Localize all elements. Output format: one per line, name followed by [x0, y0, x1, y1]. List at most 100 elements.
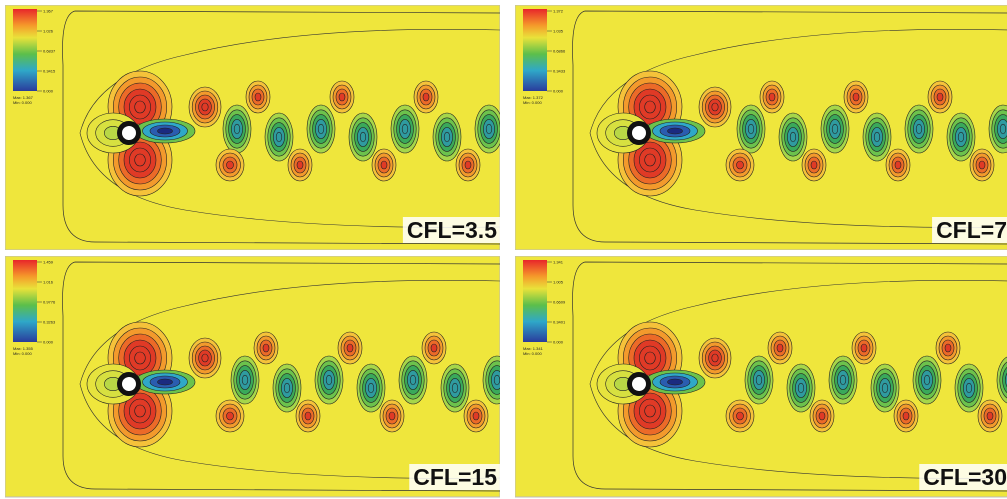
- legend-label: 0.9776: [43, 300, 56, 305]
- contour: [668, 128, 683, 134]
- contour: [242, 375, 248, 385]
- legend-bar: [13, 260, 37, 342]
- contour: [444, 132, 450, 142]
- contour: [486, 124, 492, 134]
- legend-bar: [13, 9, 37, 91]
- contour: [937, 93, 943, 101]
- contour: [263, 344, 269, 352]
- cylinder: [122, 377, 136, 391]
- contour: [668, 379, 683, 385]
- contour: [737, 412, 744, 420]
- contour: [135, 101, 146, 113]
- contour: [903, 412, 909, 420]
- contour: [276, 132, 282, 142]
- cylinder: [632, 377, 646, 391]
- contour: [402, 124, 408, 134]
- cylinder: [632, 126, 646, 140]
- contour: [465, 161, 471, 169]
- legend-bar: [523, 260, 547, 342]
- legend-label: 0.3433: [553, 69, 566, 74]
- contour: [645, 154, 656, 166]
- legend-label: 1.341: [553, 260, 564, 265]
- legend-label: 0.000: [43, 89, 54, 94]
- legend-label: 0.000: [43, 340, 54, 345]
- contour: [360, 132, 366, 142]
- contour: [227, 412, 234, 420]
- contour: [135, 352, 146, 364]
- contour: [756, 375, 762, 385]
- contour: [339, 93, 345, 101]
- contour: [882, 383, 888, 393]
- contour: [297, 161, 303, 169]
- legend-label: 0.3263: [43, 320, 56, 325]
- legend-label: 0.000: [553, 89, 564, 94]
- legend-label: 1.035: [553, 29, 564, 34]
- contour: [769, 93, 775, 101]
- legend-min: Min: 0.000: [13, 100, 32, 105]
- contour: [202, 354, 208, 362]
- contour: [979, 161, 985, 169]
- contour: [832, 124, 838, 134]
- legend-bar: [523, 9, 547, 91]
- contour: [853, 93, 859, 101]
- legend-min: Min: 0.000: [523, 351, 542, 356]
- contour: [452, 383, 458, 393]
- contour: [305, 412, 311, 420]
- contour: [748, 124, 754, 134]
- contour: [255, 93, 261, 101]
- legend-label: 1.367: [43, 9, 54, 14]
- contour: [381, 161, 387, 169]
- legend-label: 0.3415: [43, 69, 56, 74]
- contour: [473, 412, 479, 420]
- legend-label: 1.459: [43, 260, 54, 265]
- cfl-label: CFL=15: [413, 464, 497, 490]
- contour: [645, 101, 656, 113]
- contour: [916, 124, 922, 134]
- contour: [234, 124, 240, 134]
- contour: [318, 124, 324, 134]
- contour: [158, 128, 173, 134]
- legend-label: 1.372: [553, 9, 564, 14]
- cfl-label: CFL=7: [936, 217, 1007, 243]
- contour: [202, 103, 208, 111]
- contour: [494, 375, 500, 385]
- legend-min: Min: 0.000: [13, 351, 32, 356]
- legend-label: 1.005: [553, 280, 564, 285]
- contour: [368, 383, 374, 393]
- legend-label: 0.6609: [553, 300, 566, 305]
- figure: 1.3671.0260.68370.34150.000Max: 1.367Min…: [0, 0, 1007, 499]
- contour: [423, 93, 429, 101]
- contour: [924, 375, 930, 385]
- contour: [326, 375, 332, 385]
- contour: [645, 405, 656, 417]
- contour: [712, 103, 718, 111]
- legend-label: 0.6837: [43, 49, 56, 54]
- contour: [966, 383, 972, 393]
- contour: [874, 132, 880, 142]
- contour: [227, 161, 234, 169]
- legend-label: 0.6866: [553, 49, 566, 54]
- legend-label: 1.026: [43, 29, 54, 34]
- cylinder: [122, 126, 136, 140]
- contour: [840, 375, 846, 385]
- contour: [790, 132, 796, 142]
- contour: [798, 383, 804, 393]
- contour: [819, 412, 825, 420]
- contour: [945, 344, 951, 352]
- contour: [645, 352, 656, 364]
- legend-label: 0.000: [553, 340, 564, 345]
- contour: [737, 161, 744, 169]
- cfl-label: CFL=30: [923, 464, 1007, 490]
- contour: [135, 154, 146, 166]
- contour: [895, 161, 901, 169]
- legend-min: Min: 0.000: [523, 100, 542, 105]
- contour: [712, 354, 718, 362]
- contour: [1000, 124, 1006, 134]
- contour: [389, 412, 395, 420]
- legend-label: 1.016: [43, 280, 54, 285]
- contour: [958, 132, 964, 142]
- contour: [158, 379, 173, 385]
